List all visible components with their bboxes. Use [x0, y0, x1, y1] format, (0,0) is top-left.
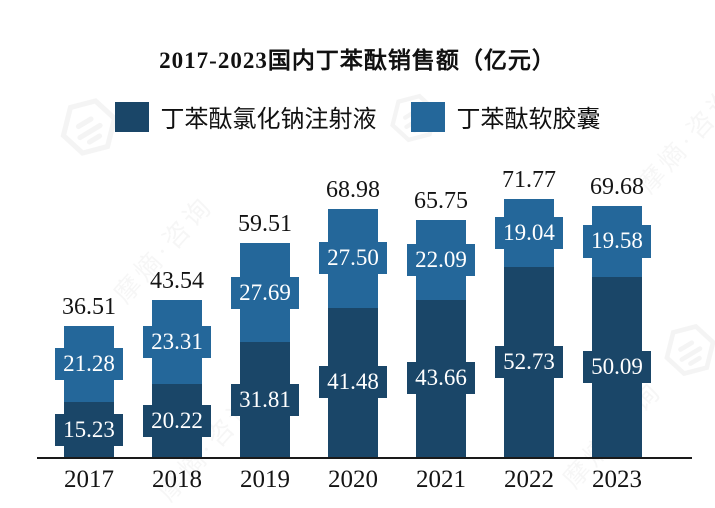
x-axis-label-2023: 2023	[592, 466, 642, 493]
bar-group-2021: 65.75 22.09 43.66	[397, 188, 485, 457]
stacked-bar: 22.09 43.66	[407, 220, 475, 457]
x-axis-label-2021: 2021	[416, 466, 466, 493]
segment-value-label: 27.50	[319, 242, 387, 275]
total-value-label: 71.77	[502, 166, 556, 193]
bar-segment-injection: 15.23	[55, 402, 123, 457]
segment-value-label: 31.81	[231, 383, 299, 416]
bar-segment-injection: 52.73	[495, 267, 563, 457]
bar-segment-capsule: 23.31	[143, 300, 211, 385]
watermark-hexagon-logo	[662, 322, 715, 378]
stacked-bar: 19.04 52.73	[495, 198, 563, 457]
legend-swatch-capsule	[410, 101, 445, 132]
x-axis-line	[37, 457, 692, 459]
chart-title: 2017-2023国内丁苯酞销售额（亿元）	[159, 48, 556, 74]
bar-segment-injection: 20.22	[143, 384, 211, 457]
segment-value-label: 22.09	[407, 244, 475, 277]
x-axis-label-2020: 2020	[328, 466, 378, 493]
segment-value-label: 41.48	[319, 366, 387, 399]
bars-container: 36.51 21.28 15.23 43.54 23.31 20.22 59.51 27.69…	[45, 153, 661, 457]
segment-value-label: 23.31	[143, 326, 211, 359]
legend-swatch-injection	[114, 101, 149, 132]
bar-segment-capsule: 27.50	[319, 208, 387, 308]
legend-label-injection: 丁苯酞氯化钠注射液	[160, 107, 377, 133]
bar-group-2020: 68.98 27.50 41.48	[309, 177, 397, 457]
x-axis-label-2019: 2019	[240, 466, 290, 493]
total-value-label: 68.98	[326, 176, 380, 203]
x-axis-label-2017: 2017	[64, 466, 114, 493]
legend-item-injection: 丁苯酞氯化钠注射液	[114, 99, 377, 134]
bar-segment-capsule: 19.04	[495, 198, 563, 268]
total-value-label: 36.51	[62, 293, 116, 320]
segment-value-label: 20.22	[143, 404, 211, 437]
segment-value-label: 43.66	[407, 362, 475, 395]
segment-value-label: 19.58	[583, 225, 651, 258]
total-value-label: 65.75	[414, 188, 468, 215]
stacked-bar: 27.69 31.81	[231, 242, 299, 457]
stacked-bar: 23.31 20.22	[143, 300, 211, 457]
segment-value-label: 19.04	[495, 216, 563, 249]
bar-group-2017: 36.51 21.28 15.23	[45, 294, 133, 457]
bar-group-2023: 69.68 19.58 50.09	[573, 174, 661, 457]
bar-group-2018: 43.54 23.31 20.22	[133, 268, 221, 457]
legend-item-capsule: 丁苯酞软胶囊	[410, 99, 601, 134]
x-axis-label-2018: 2018	[152, 466, 202, 493]
total-value-label: 43.54	[150, 268, 204, 295]
plot-area: 36.51 21.28 15.23 43.54 23.31 20.22 59.51 27.69…	[37, 153, 692, 494]
bar-segment-injection: 31.81	[231, 342, 299, 457]
segment-value-label: 52.73	[495, 346, 563, 379]
bar-segment-capsule: 19.58	[583, 206, 651, 277]
segment-value-label: 50.09	[583, 350, 651, 383]
bar-segment-injection: 50.09	[583, 276, 651, 457]
x-axis-label-2022: 2022	[504, 466, 554, 493]
bar-segment-capsule: 22.09	[407, 220, 475, 300]
bar-segment-injection: 41.48	[319, 307, 387, 457]
bar-group-2019: 59.51 27.69 31.81	[221, 211, 309, 457]
legend-label-capsule: 丁苯酞软胶囊	[456, 107, 601, 133]
stacked-bar: 27.50 41.48	[319, 208, 387, 457]
bar-segment-injection: 43.66	[407, 299, 475, 457]
stacked-bar: 21.28 15.23	[55, 325, 123, 457]
bar-segment-capsule: 21.28	[55, 325, 123, 403]
segment-value-label: 15.23	[55, 413, 123, 446]
bar-segment-capsule: 27.69	[231, 242, 299, 343]
segment-value-label: 27.69	[231, 276, 299, 309]
segment-value-label: 21.28	[55, 347, 123, 380]
stacked-bar: 19.58 50.09	[583, 206, 651, 457]
bar-group-2022: 71.77 19.04 52.73	[485, 167, 573, 457]
x-axis-labels: 2017 2018 2019 2020 2021 2022 2023	[45, 466, 661, 494]
total-value-label: 59.51	[238, 210, 292, 237]
legend: 丁苯酞氯化钠注射液 丁苯酞软胶囊	[0, 99, 715, 134]
total-value-label: 69.68	[590, 174, 644, 201]
